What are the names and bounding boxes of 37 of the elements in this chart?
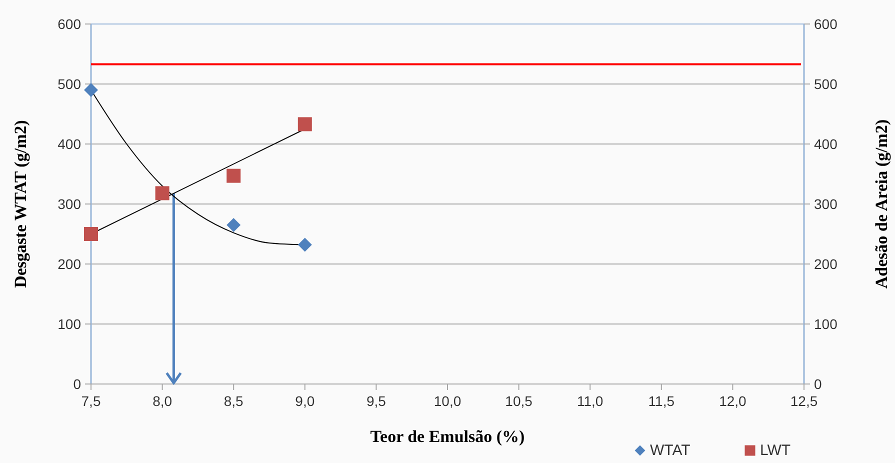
x-tick-label: 8,5 bbox=[224, 393, 244, 409]
y-tick-label: 400 bbox=[58, 136, 82, 152]
point bbox=[298, 238, 312, 252]
x-tick-label: 12,5 bbox=[790, 393, 818, 409]
x-tick-label: 8,0 bbox=[152, 393, 172, 409]
y2-tick-label: 400 bbox=[814, 136, 838, 152]
y-tick-label: 200 bbox=[58, 256, 82, 272]
point bbox=[84, 227, 98, 241]
x-tick-label: 10,0 bbox=[434, 393, 462, 409]
y2-tick-label: 300 bbox=[814, 196, 838, 212]
y-tick-label: 500 bbox=[58, 76, 82, 92]
y-axis-title: Desgaste WTAT (g/m2) bbox=[11, 120, 30, 288]
point bbox=[84, 83, 98, 97]
y2-tick-label: 500 bbox=[814, 76, 838, 92]
point bbox=[298, 117, 312, 132]
x-axis-title: Teor de Emulsão (%) bbox=[370, 427, 525, 446]
x-tick-label: 11,0 bbox=[576, 393, 604, 409]
y-tick-label: 600 bbox=[58, 16, 82, 32]
legend-label: WTAT bbox=[650, 442, 690, 459]
x-tick-label: 10,5 bbox=[505, 393, 533, 409]
x-tick-label: 9,0 bbox=[295, 393, 315, 409]
x-tick-label: 9,5 bbox=[366, 393, 386, 409]
y-tick-label: 0 bbox=[73, 376, 82, 392]
x-tick-label: 7,5 bbox=[81, 393, 101, 409]
point bbox=[155, 186, 170, 200]
x-tick-label: 12,0 bbox=[719, 393, 747, 409]
point bbox=[226, 218, 241, 232]
legend-label: LWT bbox=[760, 442, 791, 459]
y2-tick-label: 600 bbox=[814, 16, 838, 32]
point bbox=[226, 168, 241, 183]
y2-axis-title: Adesão de Areia (g/m2) bbox=[872, 119, 891, 289]
y2-tick-label: 100 bbox=[814, 316, 838, 332]
y2-tick-label: 200 bbox=[814, 256, 838, 272]
y2-tick-label: 0 bbox=[814, 376, 822, 392]
x-tick-label: 11,5 bbox=[648, 393, 675, 409]
y-tick-label: 300 bbox=[58, 196, 82, 212]
y-tick-label: 100 bbox=[58, 316, 82, 332]
